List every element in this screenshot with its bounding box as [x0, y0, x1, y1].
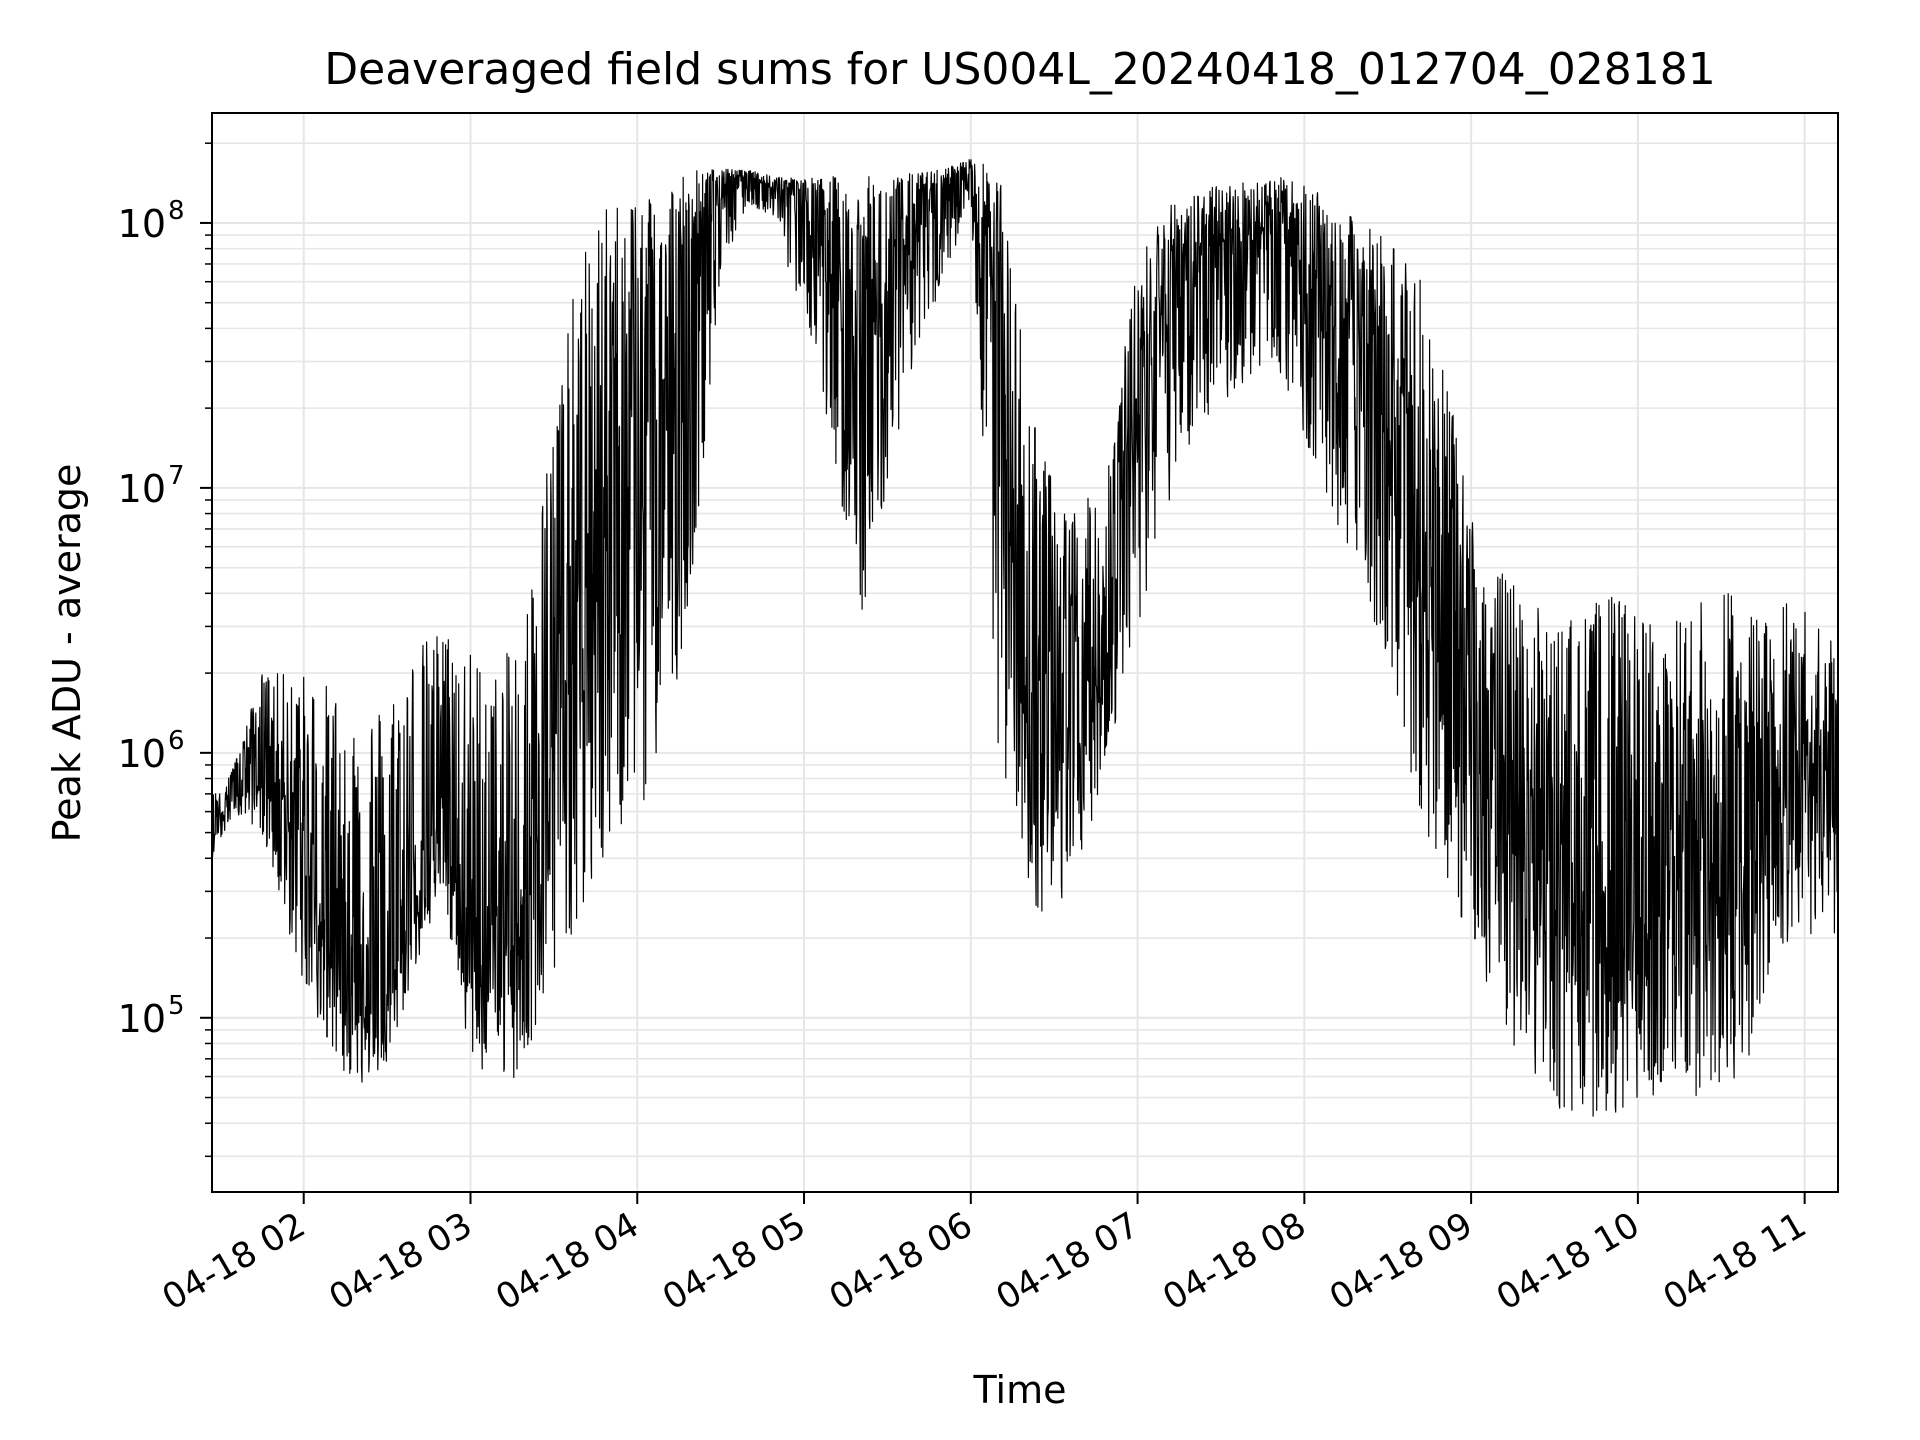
series-polyline [211, 159, 1839, 1117]
plot-frame [211, 112, 1839, 1193]
y-tick-label: 10 [118, 732, 166, 776]
chart-title: Deaveraged field sums for US004L_2024041… [324, 44, 1716, 95]
y-tick-label: 10 [118, 997, 166, 1041]
x-axis-label: Time [973, 1368, 1067, 1412]
y-tick-label: 10 [118, 467, 166, 511]
y-tick-exponent: 6 [168, 726, 185, 756]
y-axis-label: Peak ADU - average [45, 464, 89, 843]
y-tick-label: 10 [118, 202, 166, 246]
series-line [211, 159, 1839, 1117]
y-tick-exponent: 8 [168, 196, 185, 226]
y-tick-exponent: 5 [168, 991, 185, 1021]
y-tick-exponent: 7 [168, 461, 185, 491]
